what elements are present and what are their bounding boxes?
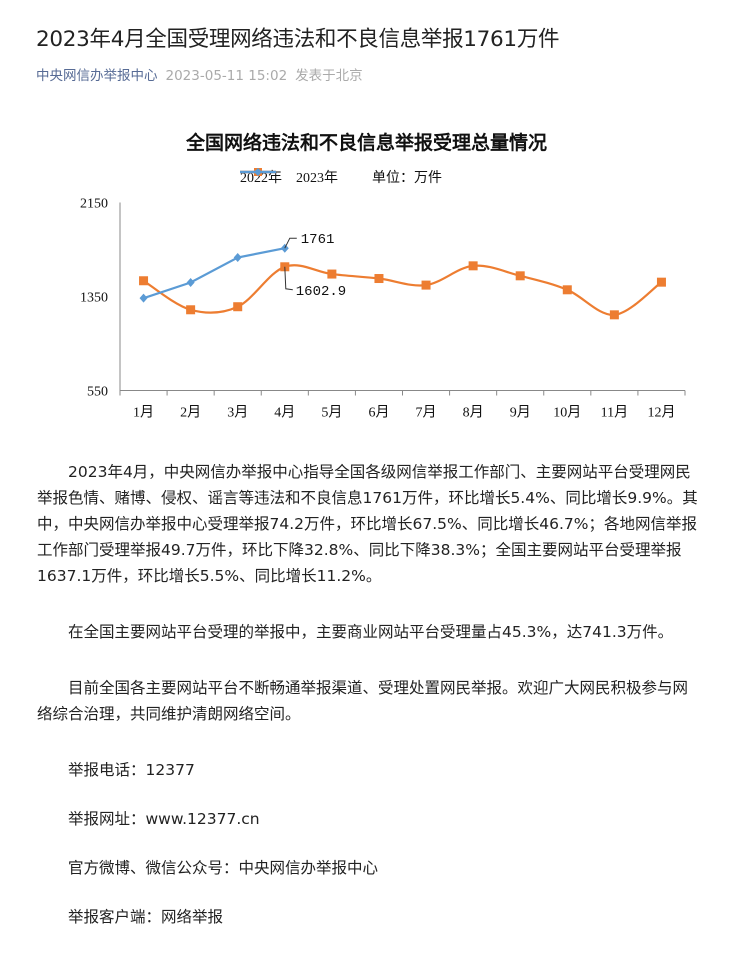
y-tick-label: 550: [87, 385, 108, 400]
unit-label: 单位：万件: [372, 171, 442, 186]
article-title: 2023年4月全国受理网络违法和不良信息举报1761万件: [36, 27, 560, 52]
annotation-leader: [284, 237, 297, 249]
paragraph: 在全国主要网站平台受理的举报中，主要商业网站平台受理量占45.3%，达741.3…: [68, 623, 674, 641]
line-chart: 550 1350 2150 1月 2月 3月 4月 5月 6月 7月 8月 9月 10月 11月 12月 17…: [0, 115, 733, 435]
x-tick-label: 2月: [180, 405, 201, 421]
data-point: [468, 261, 478, 271]
report-phone: 举报电话：12377: [68, 761, 195, 779]
article-meta: 中央网信办举报中心 2023-05-11 15:02 发表于北京: [36, 64, 363, 84]
x-tick-label: 11月: [601, 405, 628, 421]
data-point: [515, 271, 525, 281]
legend-label: 2023年: [296, 171, 338, 186]
publish-time: 2023-05-11 15:02: [165, 68, 288, 84]
legend-label: 2022年: [240, 171, 282, 186]
data-label-1602-9: 1602.9: [296, 284, 346, 300]
y-tick-label: 2150: [80, 197, 108, 212]
annotation-leader: [284, 266, 293, 291]
data-point: [609, 310, 619, 320]
x-tick-label: 12月: [647, 405, 675, 421]
data-point: [186, 305, 196, 315]
x-tick-label: 3月: [227, 405, 248, 421]
paragraph: 目前全国各主要网站平台不断畅通举报渠道、受理处置网民举报。欢迎广大网民积极参与网…: [37, 679, 689, 723]
official-accounts: 官方微博、微信公众号：中央网信办举报中心: [68, 859, 379, 877]
data-point: [233, 302, 243, 312]
chart-canvas: 550 1350 2150 1月 2月 3月 4月 5月 6月 7月 8月 9月 10月 11月 12月 17…: [80, 197, 686, 421]
x-tick-label: 8月: [463, 405, 484, 421]
legend-marker-diamond-icon: [240, 168, 276, 176]
article-body: 2023年4月，中央网信办举报中心指导全国各级网信举报工作部门、主要网站平台受理…: [37, 459, 702, 953]
data-point: [374, 274, 384, 284]
data-point: [421, 280, 431, 290]
data-point: [327, 269, 337, 279]
data-point: [656, 277, 666, 287]
legend-item-2023: 2023年: [240, 167, 338, 187]
data-point: [139, 276, 149, 286]
chart-legend: 2022年 2023年 单位：万件: [240, 167, 442, 187]
series-line: [143, 247, 286, 300]
x-tick-label: 7月: [416, 405, 437, 421]
x-tick-label: 5月: [321, 405, 342, 421]
paragraph: 2023年4月，中央网信办举报中心指导全国各级网信举报工作部门、主要网站平台受理…: [37, 463, 698, 585]
x-tick-label: 9月: [510, 405, 531, 421]
x-tick-label: 6月: [368, 405, 389, 421]
data-point: [233, 252, 242, 262]
x-tick-label: 1月: [133, 405, 154, 421]
x-tick-label: 10月: [553, 405, 581, 421]
author-link[interactable]: 中央网信办举报中心: [36, 68, 158, 84]
x-tick-label: 4月: [274, 405, 295, 421]
data-point: [186, 278, 195, 288]
y-tick-label: 1350: [80, 291, 108, 306]
data-label-1761: 1761: [301, 232, 335, 248]
publish-location: 发表于北京: [295, 68, 363, 84]
report-website: 举报网址：www.12377.cn: [68, 810, 260, 828]
series-line: [142, 264, 663, 316]
data-point: [139, 293, 148, 303]
chart-title: 全国网络违法和不良信息举报受理总量情况: [185, 132, 547, 154]
report-client: 举报客户端：网络举报: [68, 908, 224, 926]
data-point: [280, 262, 290, 272]
data-point: [562, 285, 572, 295]
